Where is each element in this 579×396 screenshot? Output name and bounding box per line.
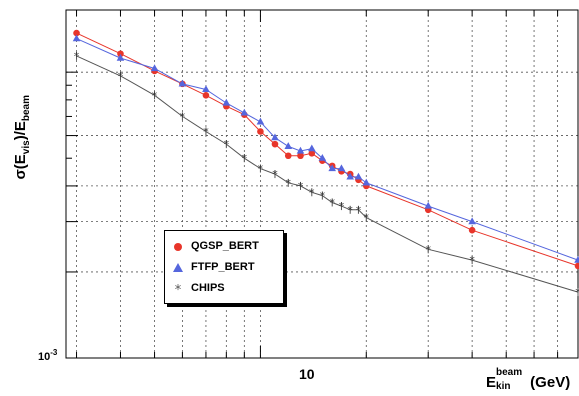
data-point-star: * [180, 110, 186, 123]
data-point-triangle [362, 178, 371, 186]
svg-text:*: * [175, 283, 182, 296]
series-ftfp_bert [72, 34, 579, 263]
data-point-triangle [72, 34, 81, 42]
x-axis-title-sub: kin [496, 381, 511, 392]
data-point-star: * [286, 177, 292, 190]
legend: QGSP_BERT FTFP_BERT * CHIPS [164, 230, 284, 304]
data-point-star: * [575, 286, 579, 299]
data-point-circle [257, 128, 264, 135]
data-point-star: * [298, 180, 304, 193]
y-axis-title-sigma: σ(E [12, 154, 29, 180]
data-point-circle [73, 29, 80, 37]
y-tick-base: 10 [38, 351, 51, 363]
data-point-star: * [224, 138, 230, 151]
data-point-circle [271, 140, 279, 148]
data-point-circle [468, 226, 476, 234]
legend-entry-ftfp: FTFP_BERT [165, 258, 283, 278]
data-point-star: * [356, 204, 362, 217]
data-point-triangle [574, 255, 579, 263]
data-point-circle [308, 150, 316, 157]
data-point-triangle [468, 217, 476, 225]
legend-label-qgsp: QGSP_BERT [191, 240, 259, 252]
data-point-circle [574, 262, 579, 270]
data-point-triangle [116, 53, 125, 61]
grid-lines [66, 10, 578, 358]
data-point-star: * [203, 126, 209, 139]
series-layer: ********************* [72, 29, 579, 299]
series-chips: ********************* [74, 50, 579, 299]
plot-frame [65, 9, 579, 359]
legend-circle-marker [174, 243, 182, 251]
data-point-triangle [318, 154, 327, 161]
x-axis-title-unit: (GeV) [526, 374, 571, 391]
legend-star-marker: * [175, 283, 182, 296]
data-point-triangle [337, 164, 346, 172]
data-point-circle [284, 152, 292, 160]
data-point-star: * [469, 254, 475, 267]
data-point-star: * [152, 89, 158, 102]
data-point-star: * [74, 50, 80, 63]
data-point-triangle [178, 79, 187, 87]
y-tick-label: 10-3 [38, 348, 58, 363]
data-point-circle [117, 50, 124, 58]
data-point-circle [297, 152, 304, 160]
plot-border [65, 9, 579, 359]
data-point-triangle [222, 98, 231, 106]
legend-label-ftfp: FTFP_BERT [191, 261, 255, 273]
data-point-star: * [364, 212, 370, 225]
legend-entry-chips: * CHIPS [165, 279, 283, 299]
y-axis-title-beam: beam [21, 95, 32, 122]
data-point-star: * [339, 200, 345, 213]
data-point-star: * [258, 163, 264, 176]
data-point-triangle [256, 117, 265, 125]
data-point-triangle [424, 201, 433, 209]
data-point-star: * [329, 196, 335, 209]
legend-label-chips: CHIPS [191, 282, 225, 294]
x-axis-title-e: E [486, 374, 497, 391]
y-axis-title: σ(Evis)/Ebeam [12, 95, 32, 180]
data-point-triangle [284, 142, 293, 149]
data-point-triangle [308, 144, 316, 152]
data-point-star: * [118, 70, 124, 83]
axis-ticks [66, 10, 559, 358]
y-axis-title-vis: vis [21, 140, 32, 155]
data-point-star: * [320, 190, 326, 203]
legend-triangle-marker [173, 263, 183, 272]
x-tick-label: 10 [299, 366, 315, 382]
data-point-star: * [425, 243, 431, 256]
data-point-triangle [202, 85, 210, 93]
data-point-star: * [309, 186, 315, 199]
data-point-circle [202, 91, 210, 99]
data-point-triangle [346, 172, 354, 180]
y-axis-title-mid: )/E [12, 121, 29, 141]
data-point-triangle [271, 133, 279, 141]
x-axis-title-sup: beam [496, 367, 523, 378]
data-point-star: * [272, 168, 278, 181]
data-point-triangle [328, 164, 336, 172]
data-point-star: * [242, 152, 248, 165]
data-point-triangle [296, 146, 305, 154]
data-point-triangle [240, 108, 249, 116]
data-point-triangle [354, 172, 363, 180]
y-tick-exp: -3 [50, 348, 58, 357]
data-point-triangle [150, 64, 159, 72]
data-point-star: * [347, 204, 353, 217]
legend-entry-qgsp: QGSP_BERT [165, 237, 283, 257]
